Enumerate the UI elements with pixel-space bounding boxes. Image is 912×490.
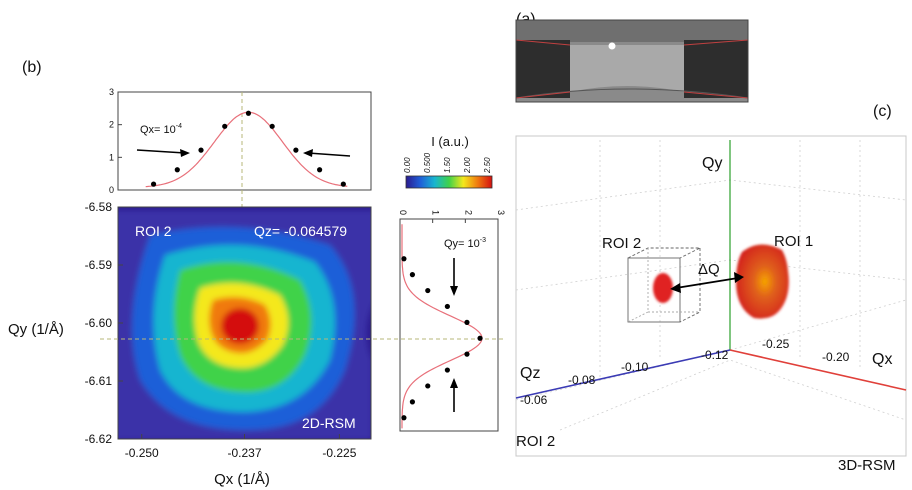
panel-label-b: (b) — [22, 59, 42, 76]
qx-tick-label: -0.25 — [762, 337, 790, 351]
side-data-point — [425, 287, 431, 294]
delta-q-arrowhead-left — [670, 283, 681, 293]
roi2-blob — [653, 273, 673, 303]
heatmap-y-tick-label: -6.59 — [85, 258, 113, 272]
heatmap-y-tick-label: -6.60 — [85, 316, 113, 330]
side-data-point — [444, 303, 450, 310]
side-data-point — [464, 351, 470, 357]
top-y-tick-label: 3 — [109, 87, 114, 97]
colorbar: I (a.u.) 0.00 0.500 1.50 2.00 2.50 — [403, 134, 493, 189]
side-data-point — [477, 335, 483, 341]
side-arrowhead-down — [450, 286, 458, 296]
top-data-point — [174, 167, 180, 173]
colorbar-bar — [405, 175, 493, 189]
top-data-point — [245, 110, 252, 116]
top-arrowhead-right — [303, 149, 313, 157]
qz-tick-label: -0.08 — [568, 373, 596, 387]
colorbar-title: I (a.u.) — [431, 134, 469, 149]
side-fit-curve — [401, 224, 483, 429]
qz-tick-label: -0.10 — [621, 360, 649, 374]
top-arrow-left — [136, 149, 186, 154]
top-arrowhead-left — [180, 149, 190, 157]
side-data-point — [401, 415, 407, 421]
colorbar-tick-label: 1.50 — [443, 157, 452, 173]
qz-axis-label: Qz — [520, 365, 540, 382]
rsm-3d-plot: Qy Qz Qx -0.06 -0.08 -0.10 -0.12 -0.25 -0.20… — [515, 135, 907, 474]
qz-tick-label: -0.06 — [520, 393, 548, 407]
heatmap-y-tick-label: -6.62 — [85, 432, 113, 446]
roi1-blob — [736, 244, 789, 319]
heatmap-x-tick-label: -0.225 — [322, 446, 356, 460]
top-data-point — [317, 167, 323, 173]
heatmap-y-tick-label: -6.58 — [85, 200, 113, 214]
heatmap-corner-label: 2D-RSM — [302, 415, 356, 431]
qx-axis-line — [729, 349, 907, 391]
top-y-tick-label: 2 — [109, 120, 114, 130]
rsm-heatmap: -0.250 -0.237 -0.225 -6.58 -6.59 -6.60 -6.61 -6… — [8, 200, 505, 488]
colorbar-tick-label: 2.50 — [483, 157, 492, 174]
side-x-tick-label: 0 — [398, 210, 408, 215]
side-x-tick-label: 1 — [431, 210, 441, 215]
side-x-tick-label: 2 — [463, 210, 473, 215]
delta-q-arrowhead-right — [734, 272, 744, 283]
top-data-point — [340, 181, 346, 187]
colorbar-tick-label: 0.500 — [423, 152, 432, 173]
heatmap-y-tick-label: -6.61 — [85, 374, 113, 388]
heatmap-qz-label: Qz= -0.064579 — [254, 223, 347, 239]
qx-axis-label: Qx — [872, 351, 892, 368]
top-arrow-right — [307, 152, 351, 157]
qy-axis-label: Qy — [702, 155, 722, 172]
top-annotation: Qx= 10-4 — [140, 123, 182, 136]
top-y-tick-label: 0 — [109, 185, 114, 195]
side-annotation: Qy= 10-3 — [444, 237, 486, 250]
panel-label-c: (c) — [873, 103, 892, 120]
heatmap-roi-label: ROI 2 — [135, 223, 172, 239]
side-data-point — [464, 319, 470, 325]
side-data-point — [425, 383, 431, 389]
top-y-tick-label: 1 — [109, 152, 114, 162]
side-data-point — [401, 256, 407, 262]
top-data-point — [269, 123, 275, 129]
side-x-tick-label: 3 — [496, 210, 506, 215]
qz-axis-line — [515, 349, 731, 399]
detector-image — [515, 19, 749, 103]
side-data-point — [409, 399, 416, 405]
side-arrowhead-up — [450, 378, 458, 388]
heatmap-x-tick-label: -0.250 — [125, 446, 159, 460]
colorbar-tick-label: 2.00 — [463, 157, 472, 174]
heatmap-x-axis-label: Qx (1/Å) — [214, 471, 270, 488]
top-profile-plot: 0 1 2 3 Qx= 10-4 — [109, 87, 372, 207]
qz-tick-label: -0.12 — [701, 348, 729, 362]
top-data-point — [198, 147, 204, 153]
top-data-point — [293, 147, 299, 153]
top-data-point — [150, 181, 157, 187]
qx-tick-label: -0.20 — [822, 350, 850, 364]
top-data-point — [222, 123, 228, 129]
beam-spot — [608, 42, 616, 50]
side-profile-plot: 0 1 2 3 Qy= 10-3 — [398, 210, 506, 432]
delta-q-arrow — [675, 277, 739, 289]
3d-bottom-left-label: ROI 2 — [516, 433, 555, 450]
delta-q-label: ΔQ — [698, 261, 720, 278]
side-data-point — [444, 367, 450, 373]
roi1-3d-label: ROI 1 — [774, 233, 813, 250]
3d-corner-label: 3D-RSM — [838, 457, 896, 474]
heatmap-y-axis-label: Qy (1/Å) — [8, 321, 64, 338]
heatmap-x-tick-label: -0.237 — [227, 446, 261, 460]
colorbar-tick-label: 0.00 — [403, 157, 412, 173]
side-data-point — [409, 272, 416, 278]
roi2-3d-label: ROI 2 — [602, 235, 641, 252]
